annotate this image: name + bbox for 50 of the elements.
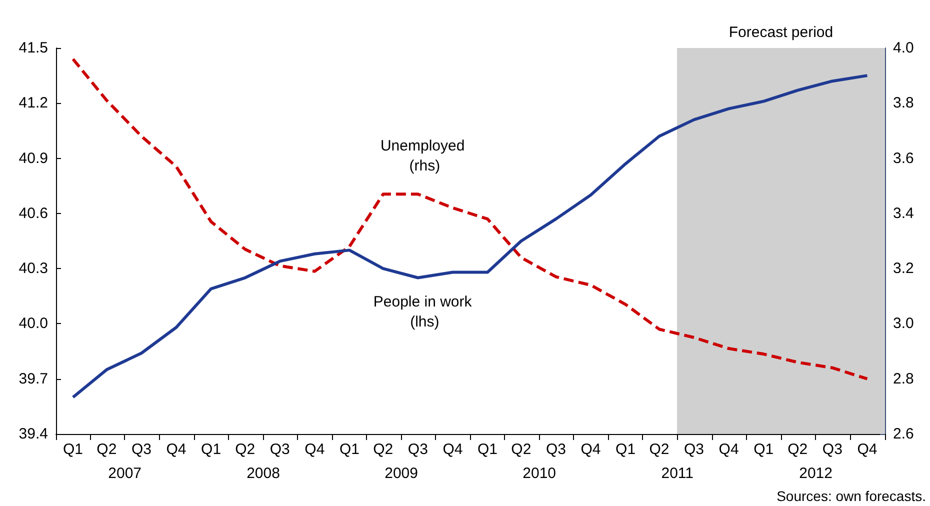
x-tick-label: Q1 <box>339 441 360 458</box>
x-tick-label: Q2 <box>788 441 808 458</box>
x-tick-label: Q1 <box>63 441 84 458</box>
y2-tick-label: 3.6 <box>893 150 914 167</box>
x-tick-label: Q1 <box>616 441 636 458</box>
series-label: Unemployed (rhs) <box>380 138 469 175</box>
y-tick-label: 40.3 <box>18 260 48 278</box>
x-tick-label: Q2 <box>373 441 394 458</box>
y2-tick-label: 2.6 <box>893 426 914 442</box>
y2-tick-label: 3.2 <box>893 260 914 278</box>
y-tick-label: 39.7 <box>18 370 48 388</box>
x-tick-label: Q3 <box>131 441 152 458</box>
y-tick-label: 39.4 <box>18 426 48 442</box>
y-tick-label: 40.6 <box>18 204 48 222</box>
x-tick-label: Q3 <box>408 441 428 458</box>
x-tick-label: Q4 <box>166 441 186 458</box>
x-tick-label: Q4 <box>442 441 463 458</box>
x-tick-label: Q4 <box>857 441 878 458</box>
x-tick-label: Q1 <box>478 441 498 458</box>
y-tick-label: 40.0 <box>18 315 48 332</box>
x-tick-label: Q3 <box>546 441 566 458</box>
x2-tick-label: 2012 <box>799 465 832 482</box>
source-note: Sources: own forecasts. <box>776 488 926 504</box>
x2-tick-label: 2008 <box>246 465 280 482</box>
y2-tick-label: 3.4 <box>893 204 914 222</box>
y2-tick-label: 2.8 <box>893 370 914 388</box>
x-tick-label: Q3 <box>684 441 704 458</box>
x2-tick-label: 2011 <box>661 465 694 482</box>
x-tick-label: Q4 <box>718 441 739 458</box>
x2-tick-label: 2009 <box>384 465 418 482</box>
x-tick-label: Q1 <box>754 441 774 458</box>
x-tick-label: Q2 <box>235 441 256 458</box>
y2-tick-label: 3.0 <box>893 315 914 332</box>
x-tick-label: Q3 <box>822 441 842 458</box>
series-label: People in work (lhs) <box>373 293 476 330</box>
y-tick-label: 41.2 <box>18 94 48 112</box>
y-tick-label: 41.5 <box>18 40 48 56</box>
y-tick-label: 40.9 <box>18 150 48 167</box>
x2-tick-label: 2010 <box>522 465 556 482</box>
x-tick-label: Q1 <box>201 441 222 458</box>
y2-tick-label: 3.8 <box>893 94 914 112</box>
x-tick-label: Q4 <box>304 441 325 458</box>
x-tick-label: Q2 <box>511 441 532 458</box>
x-tick-label: Q2 <box>96 441 117 458</box>
x-tick-label: Q2 <box>649 441 670 458</box>
x-tick-label: Q3 <box>270 441 290 458</box>
y2-tick-label: 4.0 <box>893 40 914 56</box>
x2-tick-label: 2007 <box>108 465 142 482</box>
band-label: Forecast period <box>728 24 834 41</box>
x-tick-label: Q4 <box>580 441 601 458</box>
